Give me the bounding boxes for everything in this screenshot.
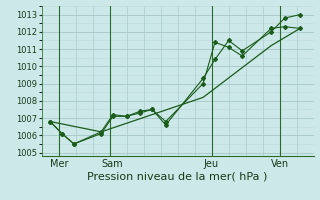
X-axis label: Pression niveau de la mer( hPa ): Pression niveau de la mer( hPa ) [87,172,268,182]
Text: Sam: Sam [101,159,123,169]
Text: Mer: Mer [50,159,68,169]
Text: Jeu: Jeu [203,159,218,169]
Text: Ven: Ven [271,159,289,169]
